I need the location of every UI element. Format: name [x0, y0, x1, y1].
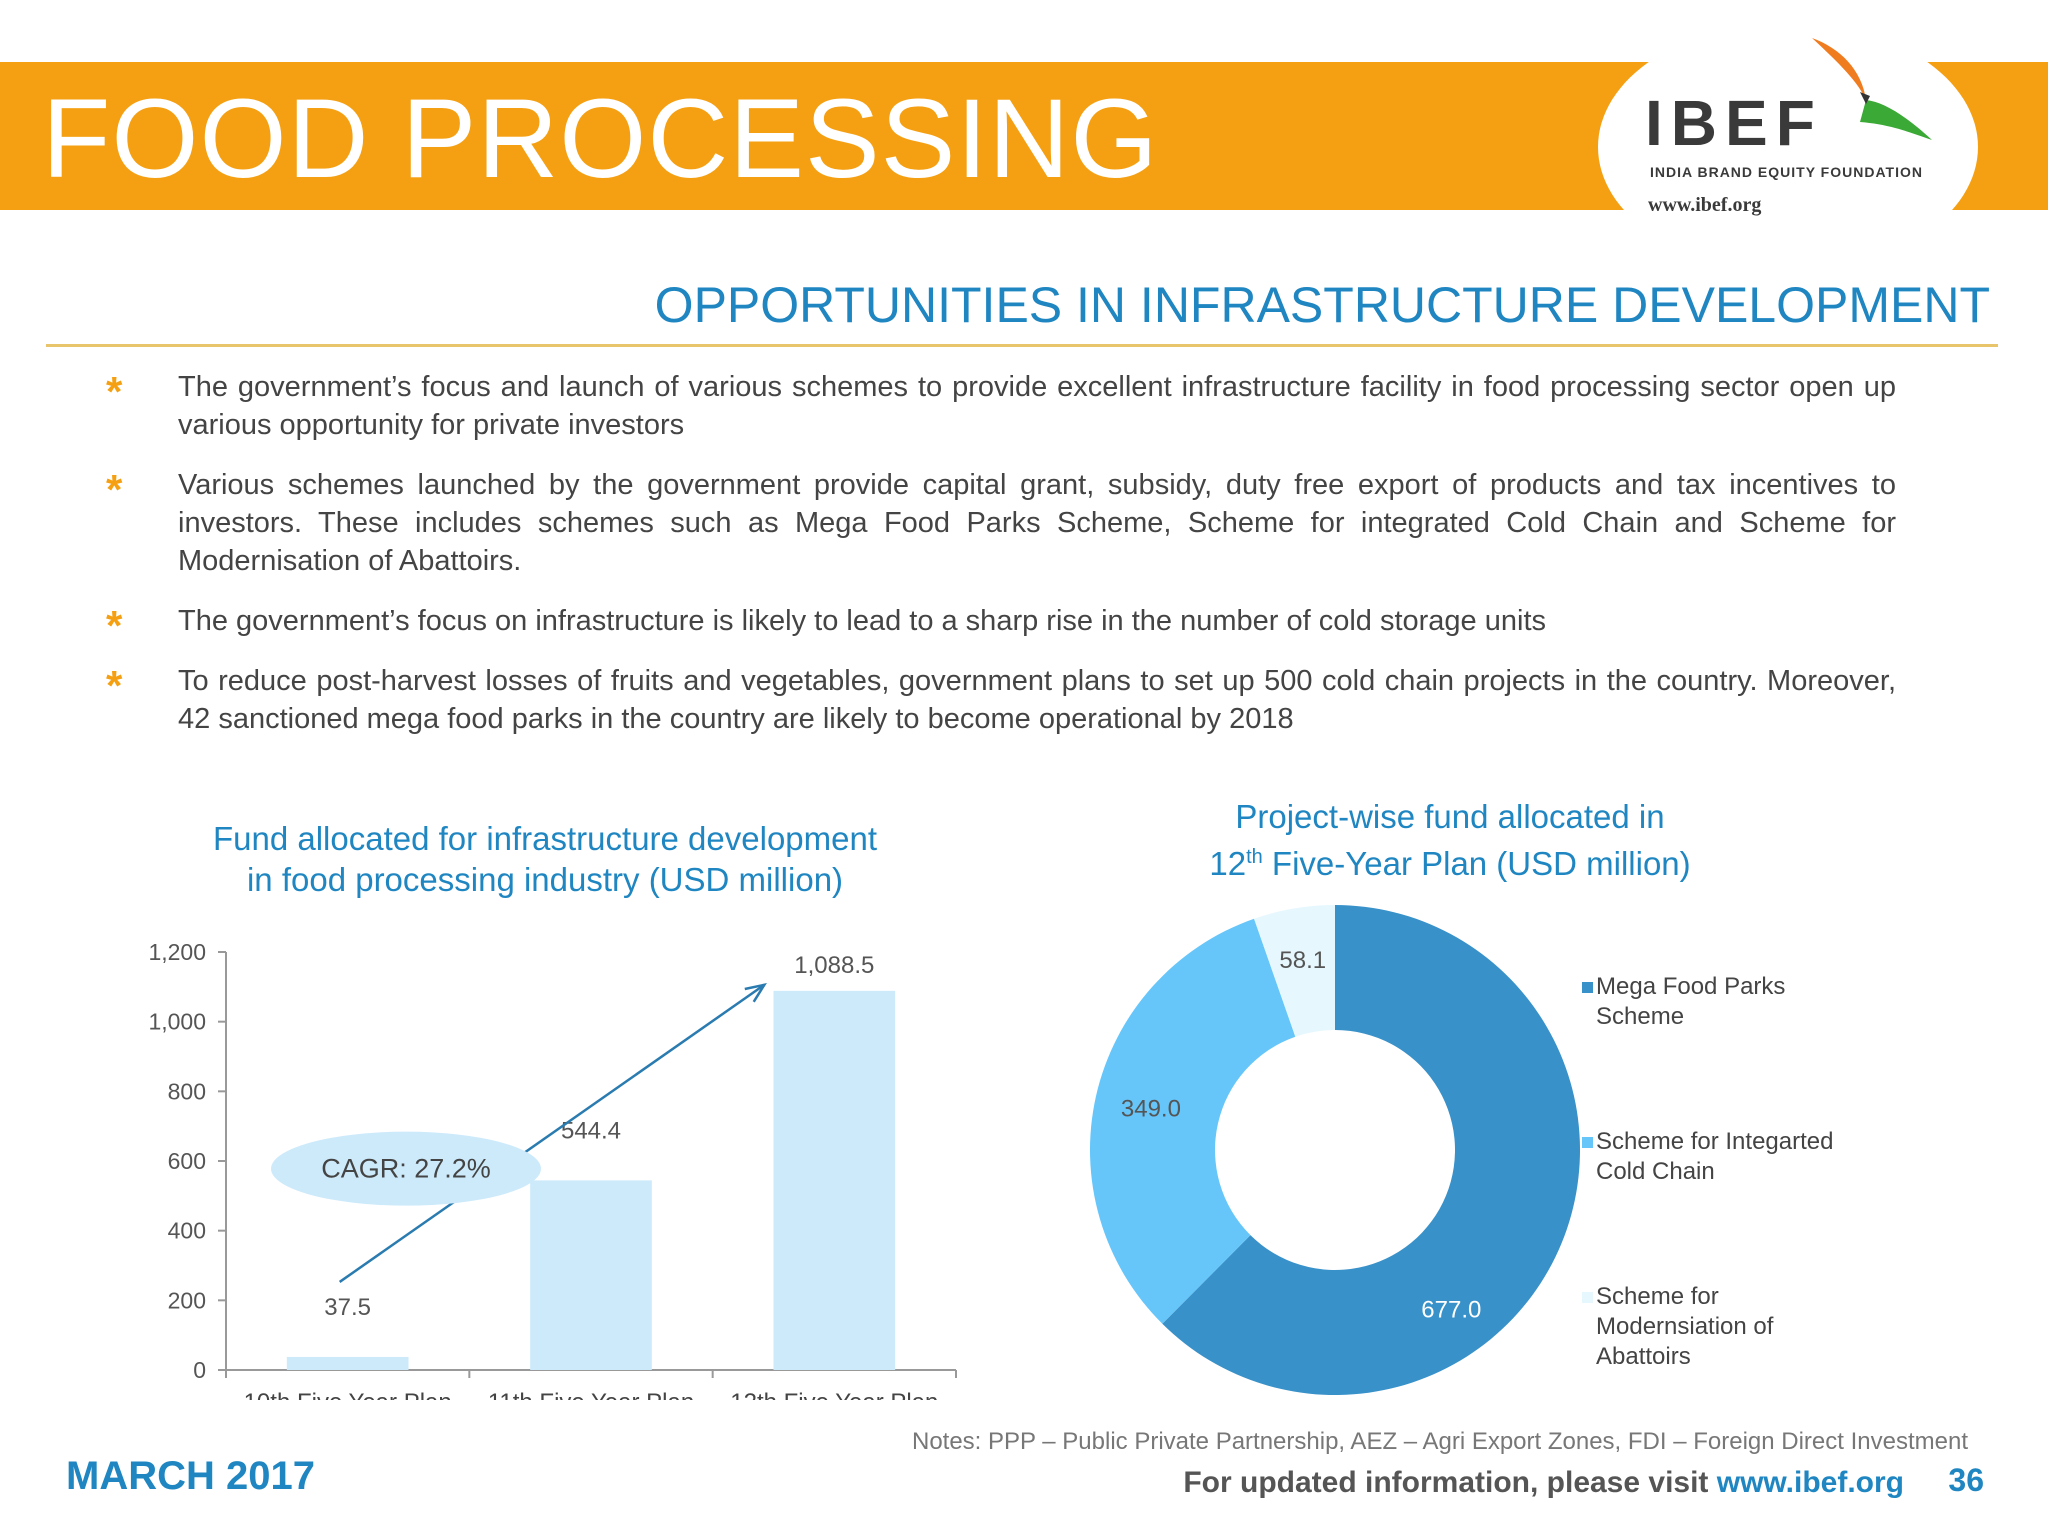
- y-tick-label: 400: [168, 1218, 206, 1244]
- section-divider: [46, 344, 1998, 347]
- bullet-item: * Various schemes launched by the govern…: [106, 466, 1896, 580]
- slice-value-label: 58.1: [1279, 947, 1326, 974]
- footer-visit-link[interactable]: www.ibef.org: [1716, 1466, 1904, 1499]
- legend-label: Modernsiation of: [1596, 1313, 1774, 1340]
- footer-visit-text: For updated information, please visit: [1183, 1466, 1717, 1499]
- donut-chart-title-line2: 12th Five-Year Plan (USD million): [1209, 845, 1691, 882]
- y-tick-label: 600: [168, 1148, 206, 1174]
- donut-chart-title-line1: Project-wise fund allocated in: [1235, 798, 1665, 835]
- bar-value-label: 544.4: [561, 1117, 621, 1144]
- cagr-annotation: CAGR: 27.2%: [321, 1154, 491, 1184]
- x-tick-label: 10th Five Year Plan: [244, 1389, 452, 1400]
- legend-swatch: [1582, 1137, 1593, 1148]
- slice-value-label: 349.0: [1121, 1095, 1181, 1122]
- y-tick-label: 200: [168, 1287, 206, 1313]
- section-title: OPPORTUNITIES IN INFRASTRUCTURE DEVELOPM…: [654, 277, 1990, 333]
- page-number: 36: [1948, 1462, 1984, 1498]
- bullet-list: * The government’s focus and launch of v…: [106, 368, 1896, 760]
- asterisk-bullet-icon: *: [106, 662, 123, 709]
- bullet-item: * The government’s focus on infrastructu…: [106, 602, 1896, 648]
- logo-url[interactable]: www.ibef.org: [1648, 194, 1762, 216]
- bar: [530, 1180, 652, 1370]
- bullet-text: The government’s focus on infrastructure…: [178, 605, 1546, 637]
- bar-chart-title-line2: in food processing industry (USD million…: [246, 861, 844, 898]
- bar: [286, 1356, 409, 1370]
- x-tick-label: 11th Five Year Plan: [488, 1389, 694, 1400]
- donut-slice: [1090, 918, 1296, 1324]
- donut-slice: [1162, 905, 1580, 1395]
- donut-slice: [1254, 905, 1335, 1037]
- bar-value-label: 1,088.5: [794, 952, 874, 979]
- legend-item: Scheme for Modernsiation of Abattoirs: [1582, 1282, 1774, 1372]
- bullet-item: * The government’s focus and launch of v…: [106, 368, 1896, 444]
- legend-label: Scheme for Integarted: [1596, 1128, 1834, 1155]
- bar-value-label: 37.5: [324, 1294, 371, 1321]
- legend-item: Mega Food Parks Scheme: [1582, 972, 1786, 1032]
- logo-text: IBEF: [1645, 87, 1823, 159]
- asterisk-bullet-icon: *: [106, 368, 123, 415]
- bullet-text: To reduce post-harvest losses of fruits …: [178, 665, 1896, 735]
- bar-chart-title-line1: Fund allocated for infrastructure develo…: [212, 820, 878, 857]
- bird-logo-icon: [1812, 38, 1932, 140]
- cagr-bubble: [271, 1131, 541, 1206]
- legend-label: Mega Food Parks: [1596, 973, 1786, 1000]
- bullet-item: * To reduce post-harvest losses of fruit…: [106, 662, 1896, 738]
- bar: [773, 990, 896, 1370]
- legend-label: Abattoirs: [1596, 1343, 1691, 1370]
- footer-date: MARCH 2017: [66, 1454, 315, 1498]
- page-title: FOOD PROCESSING: [42, 76, 1159, 201]
- x-tick-label: 12th Five Year Plan: [730, 1389, 938, 1400]
- legend-item: Scheme for Integarted Cold Chain: [1582, 1127, 1834, 1187]
- bar-chart-title: Fund allocated for infrastructure develo…: [180, 818, 910, 900]
- logo-subtitle: INDIA BRAND EQUITY FOUNDATION: [1650, 164, 1923, 180]
- footer-notes: Notes: PPP – Public Private Partnership,…: [911, 1428, 1968, 1455]
- legend-swatch: [1582, 1292, 1593, 1303]
- asterisk-bullet-icon: *: [106, 466, 123, 513]
- y-tick-label: 0: [193, 1357, 206, 1383]
- bullet-text: Various schemes launched by the governme…: [178, 469, 1896, 577]
- legend-label: Scheme: [1596, 1003, 1685, 1030]
- y-tick-label: 1,000: [148, 1009, 206, 1035]
- bullet-text: The government’s focus and launch of var…: [178, 371, 1896, 441]
- trend-arrow-head-icon: [744, 982, 767, 1003]
- logo-badge: [1598, 22, 1978, 272]
- bar-chart: 0 200 400 600 800 1,000 1,200 37.5 10th Five Yea…: [148, 939, 957, 1400]
- legend-swatch: [1582, 982, 1593, 993]
- y-tick-label: 1,200: [148, 939, 206, 965]
- legend-label: Cold Chain: [1596, 1158, 1715, 1185]
- asterisk-bullet-icon: *: [106, 602, 123, 649]
- legend-label: Scheme for: [1596, 1283, 1719, 1310]
- trend-arrow-line: [338, 983, 766, 1283]
- donut-chart-title: Project-wise fund allocated in 12th Five…: [1120, 796, 1780, 884]
- footer-visit: For updated information, please visit ww…: [1183, 1466, 1904, 1500]
- slice-value-label: 677.0: [1421, 1297, 1481, 1324]
- donut-chart: 677.0 349.0 58.1: [1090, 905, 1580, 1395]
- y-tick-label: 800: [168, 1078, 206, 1104]
